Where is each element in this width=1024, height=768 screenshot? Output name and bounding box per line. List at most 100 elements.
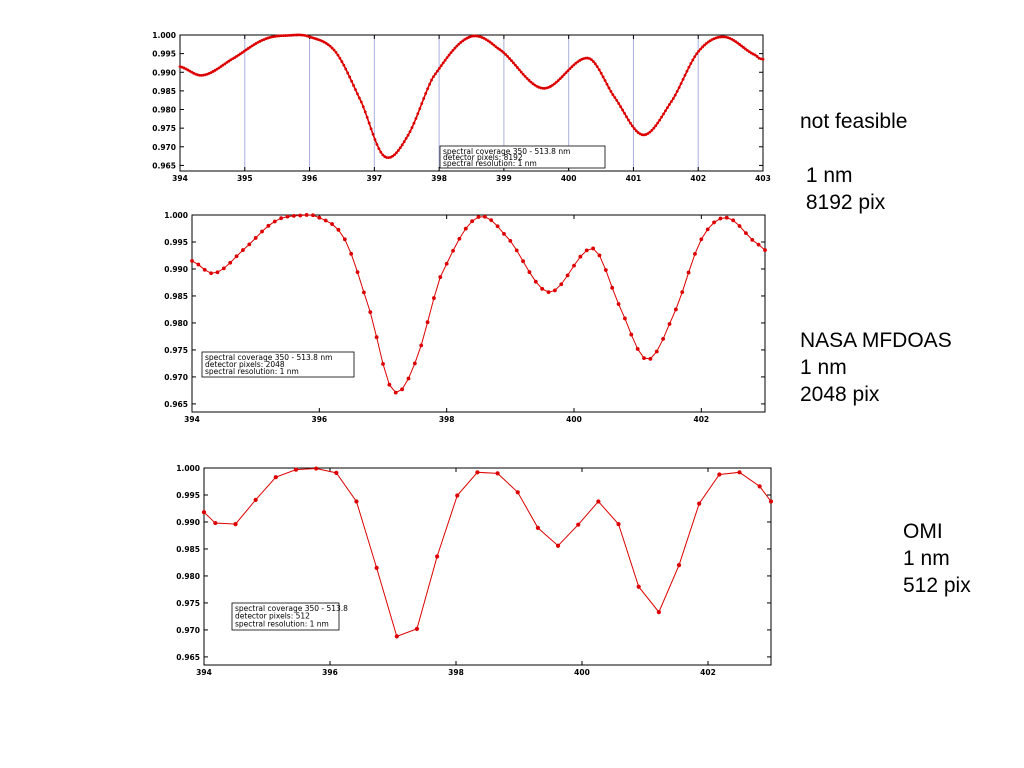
data-point — [510, 59, 513, 63]
data-point — [196, 262, 201, 267]
x-tick-label: 400 — [561, 174, 577, 183]
data-point — [734, 40, 738, 44]
data-point — [502, 51, 506, 55]
data-point — [590, 58, 593, 62]
data-point — [566, 69, 570, 72]
data-point — [697, 501, 702, 506]
data-point — [190, 258, 194, 263]
data-point — [291, 214, 296, 218]
data-point — [457, 236, 462, 241]
data-point — [368, 310, 373, 315]
data-point — [576, 522, 581, 527]
data-point — [381, 362, 385, 366]
data-point — [513, 63, 517, 67]
legend-line: detector pixels: 512 — [235, 612, 310, 621]
data-point — [221, 266, 226, 271]
data-point — [616, 302, 621, 306]
data-point — [525, 77, 529, 80]
data-point — [559, 282, 564, 287]
label-top-line-1: not feasible — [800, 110, 908, 133]
data-point — [746, 48, 749, 52]
data-point — [552, 82, 556, 86]
data-point — [656, 610, 661, 615]
data-point — [662, 112, 665, 116]
data-point — [686, 270, 691, 275]
label-middle-line-3: 2048 pix — [800, 383, 880, 406]
data-point — [519, 70, 523, 74]
data-point — [676, 563, 682, 568]
data-point — [489, 218, 494, 223]
chart-512-pix: 0.965 0.970 0.975 0.980 0.985 0.990 0.995 1.000… — [176, 464, 774, 677]
data-point — [213, 520, 218, 526]
data-point — [756, 242, 761, 247]
data-point — [591, 60, 595, 63]
label-top-line-4: 8192 pix — [800, 191, 886, 214]
y-tick-label: 0.995 — [176, 491, 200, 500]
data-point — [356, 92, 359, 96]
y-tick-label: 0.985 — [176, 545, 200, 554]
data-point — [354, 499, 359, 504]
data-point — [414, 626, 420, 631]
data-point — [332, 48, 336, 52]
y-tick-label: 1.000 — [164, 211, 188, 220]
data-point — [323, 218, 328, 223]
data-point — [755, 55, 759, 58]
x-tick-label: 394 — [196, 668, 212, 677]
data-point — [394, 634, 399, 639]
legend-box — [439, 145, 606, 169]
data-point — [615, 99, 619, 102]
data-point — [603, 79, 607, 82]
data-point — [434, 72, 437, 76]
data-point — [596, 499, 601, 504]
data-point — [568, 67, 572, 71]
data-point — [412, 121, 416, 125]
data-point — [654, 349, 659, 354]
data-point — [521, 72, 525, 76]
legend-line: spectral coverage 350 - 513.8 nm — [205, 353, 332, 362]
data-point — [435, 554, 440, 559]
data-point — [420, 102, 424, 105]
data-point — [619, 105, 623, 109]
x-tick-label: 402 — [694, 415, 710, 424]
data-point — [617, 102, 621, 105]
data-point — [512, 61, 515, 65]
data-point — [242, 49, 246, 53]
data-point — [334, 51, 338, 54]
x-tick-label: 402 — [690, 174, 706, 183]
data-point — [240, 51, 244, 54]
data-point — [652, 126, 656, 130]
data-point — [669, 100, 673, 103]
data-point — [531, 82, 535, 86]
x-tick-label: 395 — [237, 174, 253, 183]
data-point — [430, 78, 433, 82]
x-tick-label: 394 — [184, 415, 200, 424]
data-point — [737, 224, 742, 228]
data-point — [701, 45, 704, 49]
data-point — [720, 35, 724, 39]
data-point — [724, 215, 729, 220]
data-point — [414, 117, 418, 120]
data-point — [444, 261, 449, 266]
data-point — [671, 97, 675, 100]
data-point — [521, 259, 525, 264]
data-point — [441, 61, 445, 65]
data-point — [611, 93, 615, 97]
data-point — [621, 108, 625, 112]
data-point — [304, 213, 309, 217]
data-point — [514, 248, 519, 253]
data-point — [495, 471, 500, 476]
data-point — [410, 126, 414, 129]
data-point — [515, 66, 519, 69]
data-point — [266, 223, 271, 228]
data-point — [457, 42, 461, 46]
data-point — [244, 48, 248, 52]
data-point — [374, 565, 379, 570]
y-tick-label: 0.965 — [152, 161, 176, 170]
data-point — [648, 130, 652, 134]
data-point — [515, 490, 520, 495]
data-point — [636, 584, 641, 589]
legend-line: detector pixels: 2048 — [205, 360, 285, 369]
data-point — [527, 78, 531, 82]
data-point — [486, 39, 490, 43]
data-point — [613, 96, 617, 99]
